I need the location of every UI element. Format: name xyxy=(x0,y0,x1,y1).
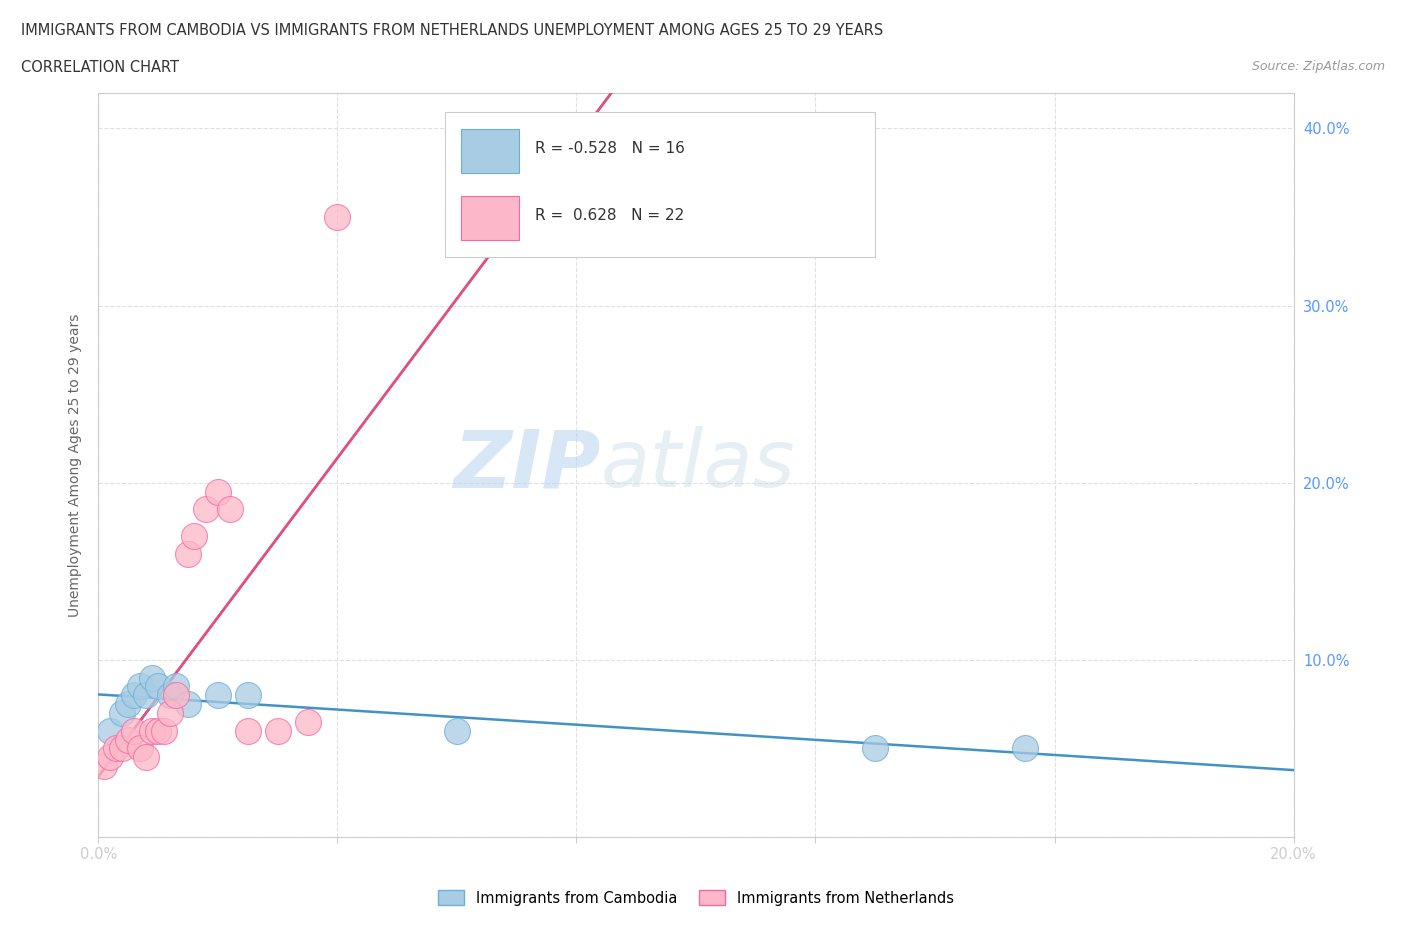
Point xyxy=(111,706,134,721)
Text: Source: ZipAtlas.com: Source: ZipAtlas.com xyxy=(1251,60,1385,73)
Point xyxy=(326,209,349,224)
Point xyxy=(446,724,468,738)
Y-axis label: Unemployment Among Ages 25 to 29 years: Unemployment Among Ages 25 to 29 years xyxy=(69,313,83,617)
Text: R =  0.628   N = 22: R = 0.628 N = 22 xyxy=(534,208,683,223)
Text: atlas: atlas xyxy=(600,426,796,504)
Point xyxy=(100,750,122,764)
Point xyxy=(236,724,259,738)
Point xyxy=(195,502,218,517)
Point xyxy=(129,679,152,694)
Point xyxy=(1014,741,1036,756)
Point xyxy=(207,688,229,703)
Point xyxy=(177,697,200,711)
Point xyxy=(177,546,200,561)
Text: R = -0.528   N = 16: R = -0.528 N = 16 xyxy=(534,141,685,156)
Point xyxy=(148,679,170,694)
Point xyxy=(100,724,122,738)
Point xyxy=(117,732,139,747)
Point xyxy=(124,724,146,738)
Point xyxy=(111,741,134,756)
Point xyxy=(219,502,242,517)
Point xyxy=(159,706,181,721)
FancyBboxPatch shape xyxy=(461,195,519,240)
Point xyxy=(183,528,205,543)
Text: CORRELATION CHART: CORRELATION CHART xyxy=(21,60,179,75)
Point xyxy=(135,750,157,764)
Point xyxy=(159,688,181,703)
Point xyxy=(129,741,152,756)
Point xyxy=(105,741,128,756)
Point xyxy=(117,697,139,711)
Point xyxy=(135,688,157,703)
Point xyxy=(865,741,887,756)
Point xyxy=(148,724,170,738)
Point xyxy=(236,688,259,703)
Point xyxy=(141,724,163,738)
Legend: Immigrants from Cambodia, Immigrants from Netherlands: Immigrants from Cambodia, Immigrants fro… xyxy=(432,884,960,911)
FancyBboxPatch shape xyxy=(461,128,519,173)
Point xyxy=(141,671,163,685)
Point xyxy=(165,679,187,694)
Point xyxy=(207,485,229,499)
FancyBboxPatch shape xyxy=(444,112,875,257)
Point xyxy=(165,688,187,703)
Text: ZIP: ZIP xyxy=(453,426,600,504)
Point xyxy=(93,759,115,774)
Point xyxy=(124,688,146,703)
Point xyxy=(153,724,176,738)
Point xyxy=(267,724,290,738)
Text: IMMIGRANTS FROM CAMBODIA VS IMMIGRANTS FROM NETHERLANDS UNEMPLOYMENT AMONG AGES : IMMIGRANTS FROM CAMBODIA VS IMMIGRANTS F… xyxy=(21,23,883,38)
Point xyxy=(297,714,319,729)
